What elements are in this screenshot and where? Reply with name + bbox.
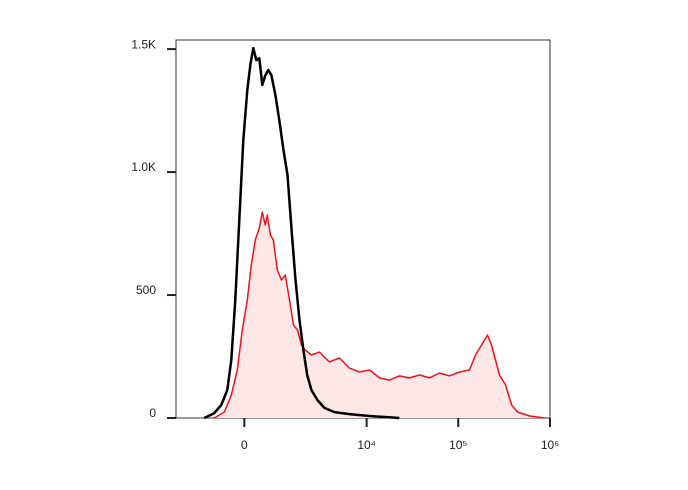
line [213, 211, 545, 419]
y-tick-label: 0 [149, 406, 156, 420]
x-tick-label: 10⁶ [541, 438, 559, 452]
x-tick-label: 0 [241, 438, 248, 452]
line [203, 46, 400, 420]
y-tick-label: 500 [136, 283, 156, 297]
x-tick-label: 10⁵ [449, 438, 467, 452]
y-tick-label: 1.0K [131, 160, 156, 174]
x-tick-label: 10⁴ [357, 438, 376, 452]
y-tick-label: 1.5K [131, 37, 156, 51]
area [214, 212, 545, 418]
